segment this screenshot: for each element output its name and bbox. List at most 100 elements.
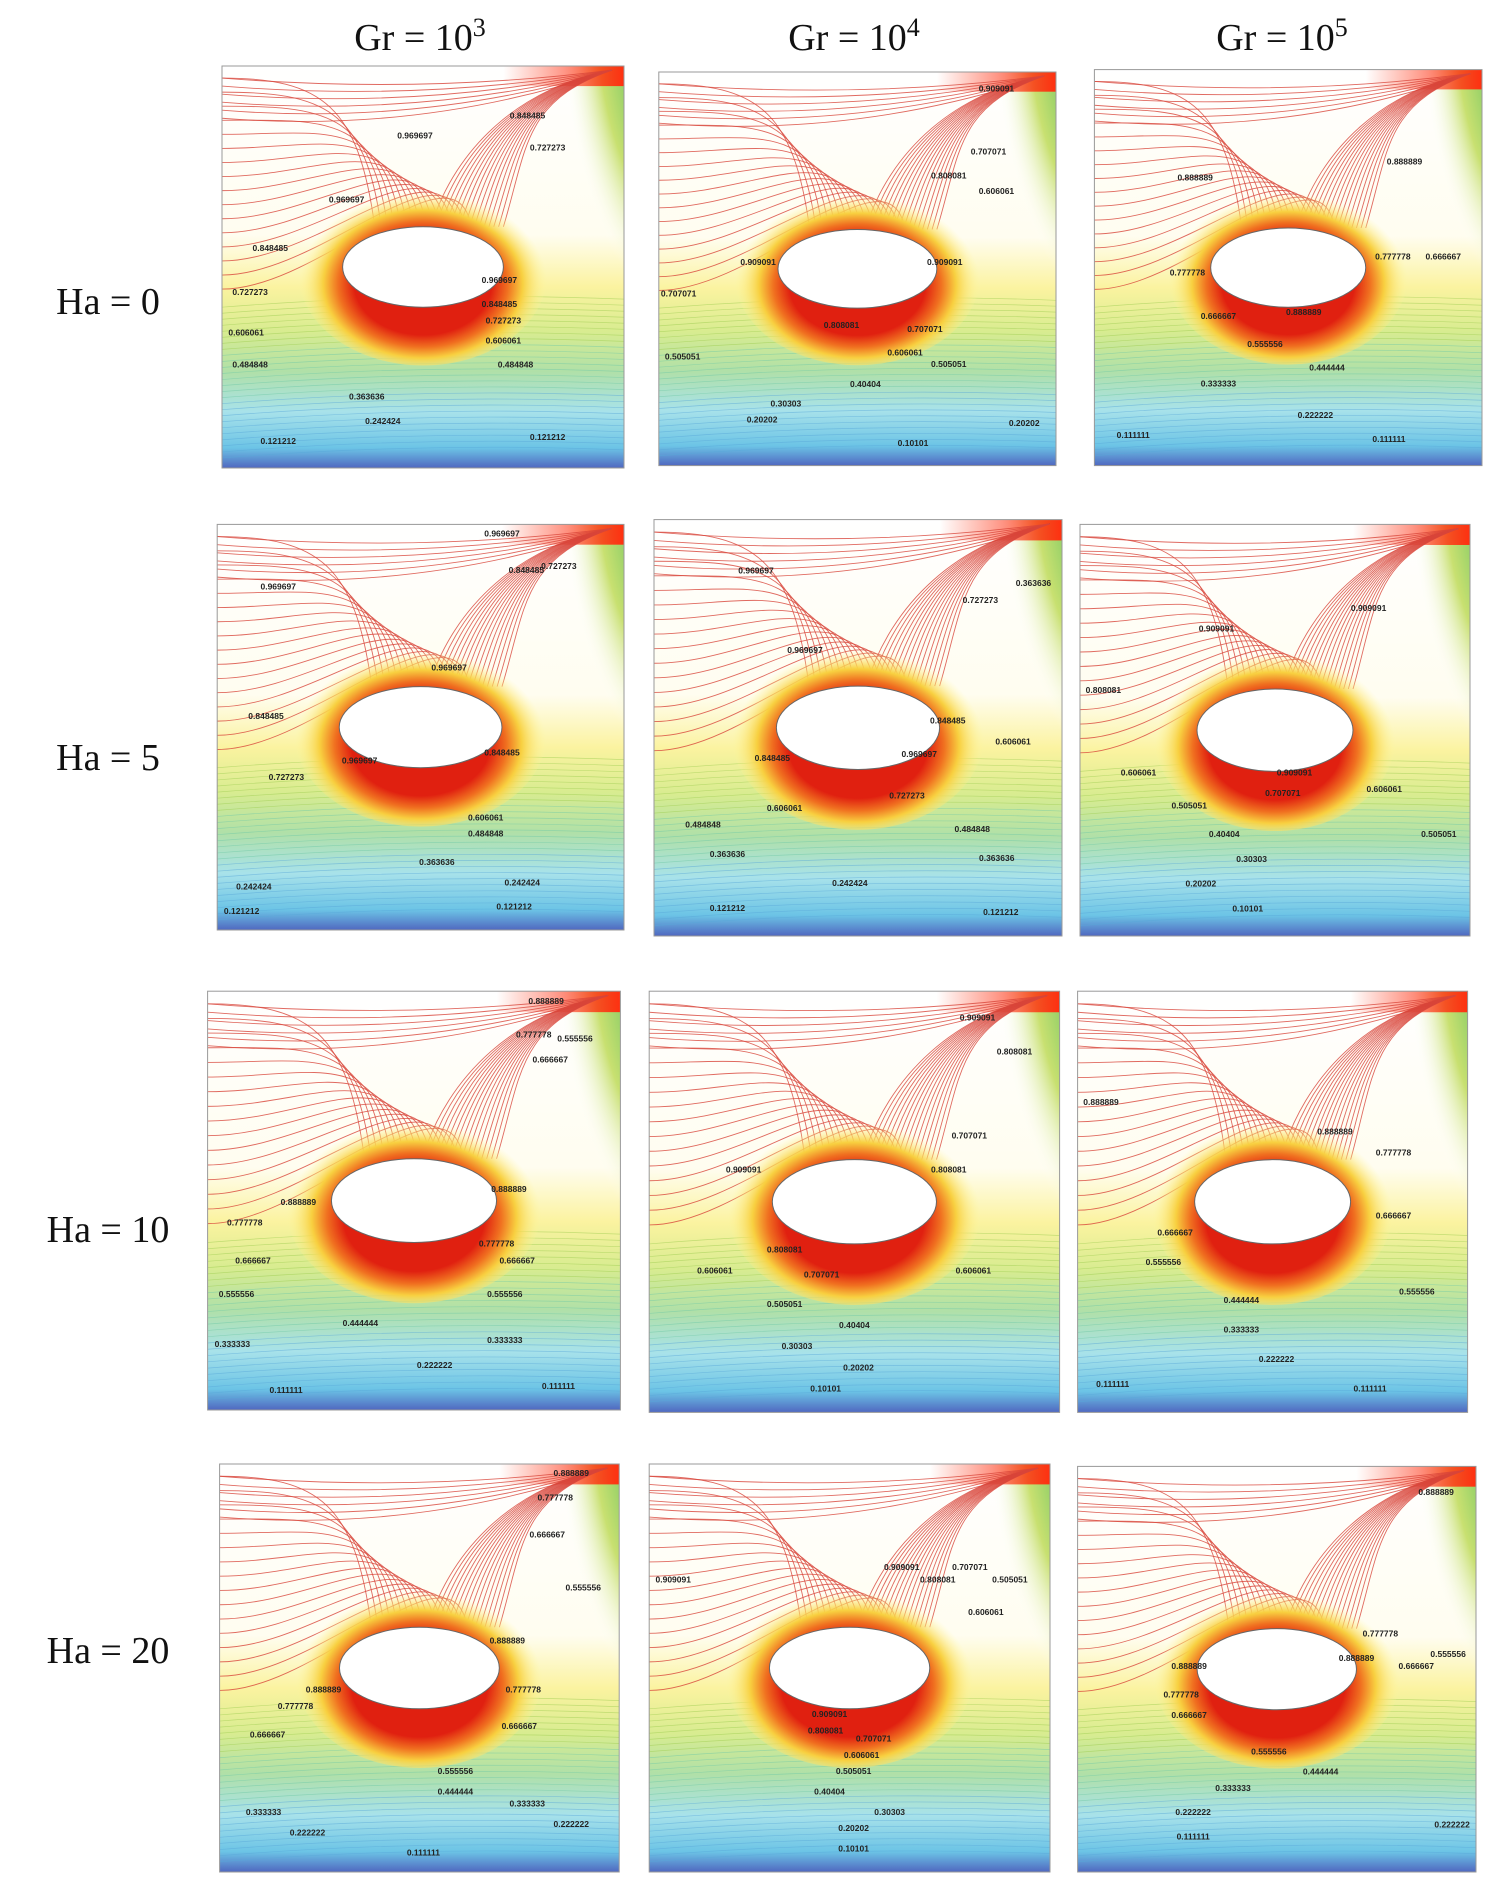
isotherm: [222, 368, 624, 380]
isotherm: [1077, 994, 1457, 1026]
contour-label: 0.555556: [1146, 1257, 1182, 1267]
contour-label: 0.909091: [884, 1562, 920, 1572]
contour-label: 0.848485: [253, 243, 289, 253]
isotherm: [1080, 883, 1470, 896]
contour-label: 0.121212: [983, 907, 1019, 917]
panel-body: 0.888889 0.777778 0.666667 0.555556 0.888889…: [207, 991, 621, 1410]
isotherm: [219, 1771, 620, 1783]
isotherm: [654, 857, 1062, 870]
isotherm: [654, 523, 1050, 547]
contour-label: 0.606061: [887, 347, 923, 357]
isotherm: [936, 994, 1048, 1160]
isotherm: [1077, 994, 1457, 1042]
contour-label: 0.606061: [956, 1265, 992, 1275]
contour-label: 0.363636: [710, 849, 746, 859]
contour-label: 0.40404: [850, 379, 881, 389]
isotherm: [1094, 432, 1483, 445]
panel-body: 0.888889 0.888889 0.777778 0.777778 0.666667…: [1094, 69, 1483, 466]
isotherm: [217, 878, 624, 890]
isotherm: [217, 860, 624, 872]
isotherm: [219, 1789, 620, 1801]
contour-label: 0.111111: [1372, 434, 1405, 444]
isotherm: [1365, 73, 1471, 229]
contour-label: 0.222222: [554, 1819, 590, 1829]
contour-label: 0.242424: [236, 881, 272, 891]
contour-label: 0.40404: [839, 1320, 870, 1330]
isotherm: [1077, 1314, 1468, 1327]
top-gradient: [217, 524, 624, 545]
isotherm: [649, 1813, 1050, 1826]
isotherm: [1077, 1777, 1476, 1790]
isotherm: [658, 379, 1056, 392]
isotherm: [219, 1838, 620, 1850]
isotherm: [649, 1789, 1050, 1801]
panel-body: 0.909091 0.808081 0.707071 0.909091 0.808081…: [649, 991, 1060, 1413]
contour-label: 0.727273: [530, 142, 566, 152]
isotherm: [219, 1467, 608, 1498]
isotherm: [1077, 1327, 1468, 1340]
top-gradient: [1077, 991, 1468, 1013]
contour-label: 0.10101: [898, 438, 929, 448]
isotherm: [654, 523, 1050, 570]
isotherm: [207, 994, 609, 1034]
top-gradient: [658, 72, 1056, 92]
contour-label: 0.777778: [1376, 1147, 1412, 1157]
contour-label: 0.727273: [963, 595, 999, 605]
isotherm: [1077, 1838, 1476, 1851]
isotherm: [217, 872, 624, 884]
contour-label: 0.505051: [767, 1299, 803, 1309]
isotherm: [219, 1777, 620, 1789]
isotherm: [219, 1807, 620, 1820]
contour-label: 0.30303: [874, 1807, 905, 1817]
contour-label: 0.888889: [1387, 157, 1423, 167]
isotherm: [1077, 1470, 1465, 1516]
contour-label: 0.20202: [1186, 879, 1217, 889]
column-header-exp: 4: [907, 13, 920, 42]
isotherm: [222, 398, 624, 411]
isotherm: [1077, 1470, 1465, 1500]
contour-label: 0.969697: [342, 756, 378, 766]
isotherm: [207, 1356, 621, 1369]
contour-label: 0.121212: [261, 436, 297, 446]
isotherm: [219, 1467, 608, 1506]
contour-label: 0.444444: [343, 1318, 379, 1328]
isotherm: [219, 1819, 620, 1832]
cylinder: [1196, 688, 1354, 772]
contour-label: 0.909091: [927, 257, 963, 267]
contour-label: 0.707071: [661, 288, 697, 298]
cylinder: [338, 1626, 500, 1710]
isotherm: [649, 1467, 1039, 1498]
contour-label: 0.888889: [491, 1184, 527, 1194]
isotherm: [222, 69, 613, 100]
contour-label: 0.333333: [246, 1807, 282, 1817]
isotherm: [654, 907, 1062, 920]
contour-label: 0.363636: [1016, 578, 1052, 588]
isotherm: [1080, 528, 1459, 551]
contour-label: 0.969697: [901, 749, 937, 759]
isotherm: [222, 404, 624, 417]
isotherm: [1080, 528, 1459, 567]
contour-label: 0.121212: [530, 432, 566, 442]
isotherm: [219, 1801, 620, 1814]
isotherm: [222, 410, 624, 423]
contour-label: 0.555556: [566, 1582, 602, 1592]
isotherm: [1094, 385, 1483, 397]
isotherm: [654, 889, 1062, 901]
contour-label: 0.121212: [496, 902, 532, 912]
isotherm: [1345, 994, 1457, 1160]
contour-label: 0.505051: [992, 1574, 1028, 1584]
isotherm: [1080, 914, 1470, 927]
contour-label: 0.707071: [952, 1562, 988, 1572]
contour-label: 0.484848: [232, 360, 268, 370]
isotherm: [1077, 1346, 1468, 1358]
isotherm: [219, 1795, 620, 1808]
contour-label: 0.909091: [1199, 623, 1235, 633]
isotherm: [207, 1318, 621, 1331]
isotherm: [649, 1475, 802, 1628]
isotherm: [649, 1826, 1050, 1838]
contour-label: 0.505051: [931, 359, 967, 369]
isotherm: [649, 1365, 1060, 1377]
contour-label: 0.484848: [498, 360, 534, 370]
panel-frame: [1079, 523, 1471, 937]
